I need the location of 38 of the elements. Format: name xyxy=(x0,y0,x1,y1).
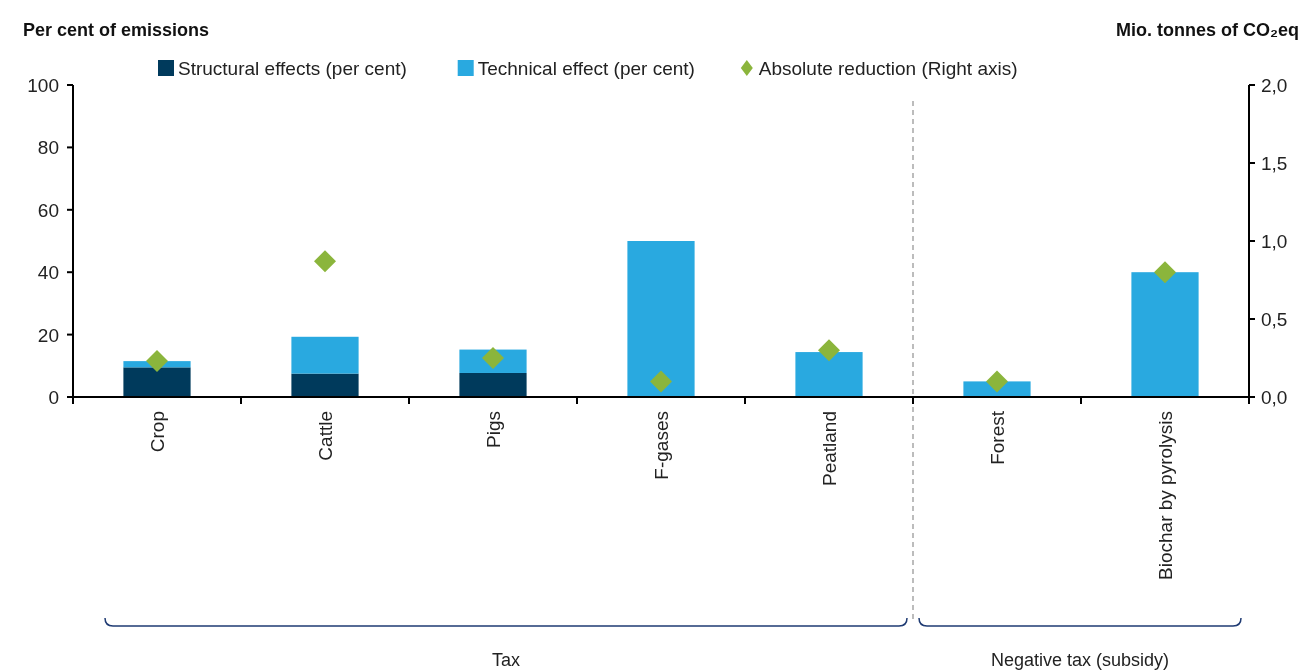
bar xyxy=(291,336,359,374)
legend-label: Structural effects (per cent) xyxy=(178,58,407,79)
x-tick-label: Peatland xyxy=(819,411,840,487)
y2-tick-label: 0,0 xyxy=(1261,387,1288,408)
point xyxy=(1154,261,1176,284)
y2-axis-title: Mio. tonnes of CO₂eq xyxy=(1116,20,1299,40)
point xyxy=(650,370,672,393)
y-tick-label: 100 xyxy=(27,75,59,96)
y2-tick-label: 1,0 xyxy=(1261,231,1288,252)
bar xyxy=(291,373,359,397)
x-tick-label: Cattle xyxy=(315,411,336,461)
bar xyxy=(459,372,527,397)
x-tick-label: Biochar by pyrolysis xyxy=(1155,411,1176,580)
bar xyxy=(123,367,191,397)
point xyxy=(818,339,840,362)
y2-tick-label: 2,0 xyxy=(1261,75,1288,96)
y-tick-label: 60 xyxy=(37,199,59,221)
y-tick-label: 40 xyxy=(37,262,59,284)
point xyxy=(146,350,168,373)
text: Negative tax (subsidy) xyxy=(990,650,1170,670)
y-axis-title: Per cent of emissions xyxy=(23,20,210,40)
text: Tax xyxy=(491,650,521,670)
y2-tick-label: 1,5 xyxy=(1261,153,1288,174)
x-tick-label: Forest xyxy=(987,410,1008,465)
point xyxy=(986,370,1008,393)
x-tick-label: F-gases xyxy=(651,411,672,480)
y-tick-label: 20 xyxy=(37,324,59,346)
y-tick-label: 0 xyxy=(48,387,59,408)
legend-label: Technical effect (per cent) xyxy=(477,58,695,79)
y-tick-label: 80 xyxy=(37,137,59,159)
y2-tick-label: 0,5 xyxy=(1261,309,1288,330)
legend-label: Absolute reduction (Right axis) xyxy=(758,58,1018,79)
bar xyxy=(627,241,695,397)
x-tick-label: Crop xyxy=(147,411,168,453)
bar xyxy=(795,352,863,397)
point xyxy=(314,250,336,273)
bar xyxy=(1131,272,1199,397)
x-tick-label: Pigs xyxy=(483,411,504,448)
